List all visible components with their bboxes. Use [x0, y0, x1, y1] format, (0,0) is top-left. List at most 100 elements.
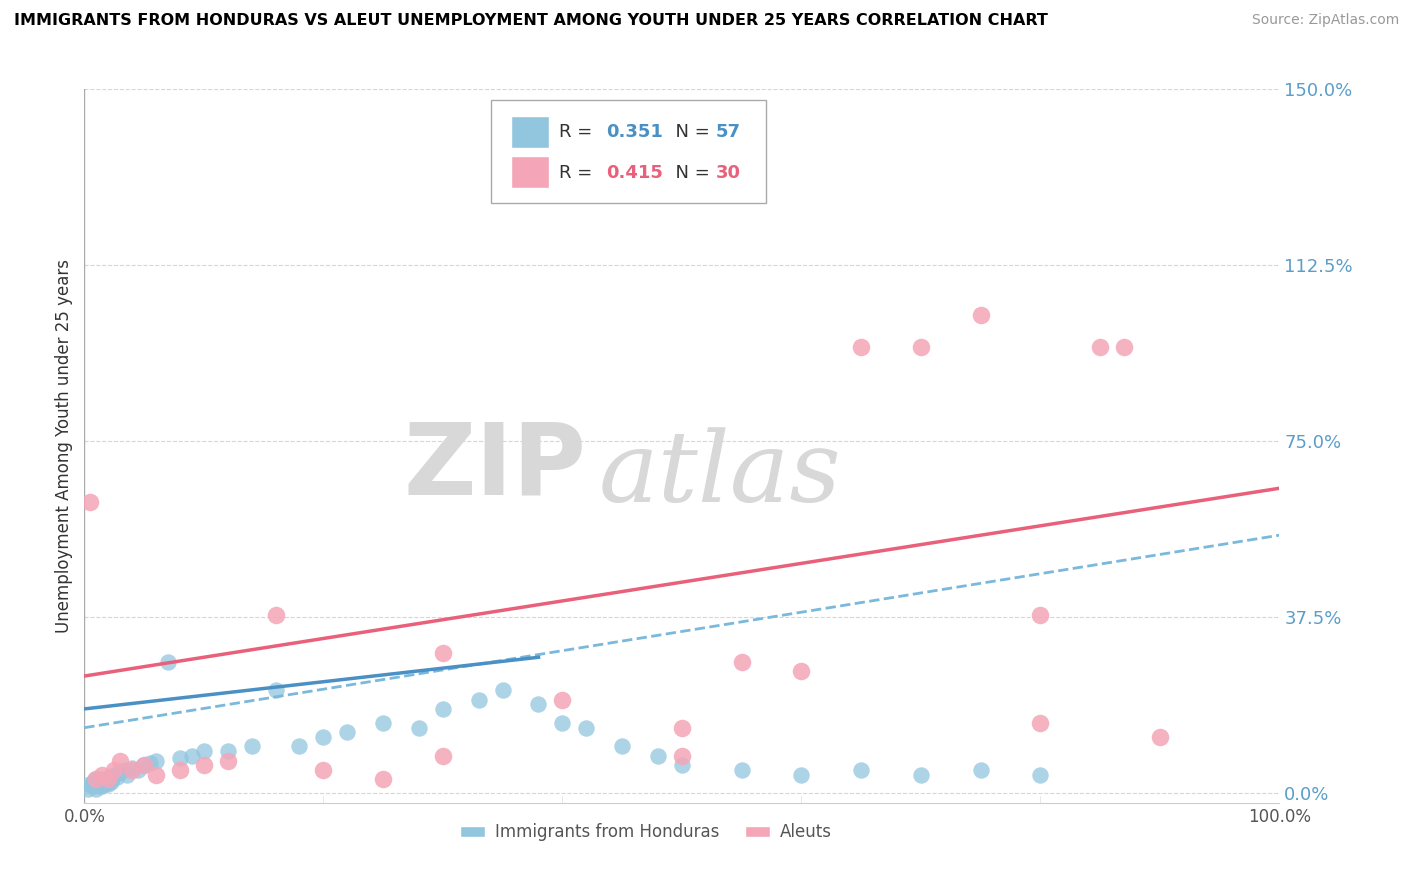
Point: [1029, 767, 1052, 781]
Text: ZIP: ZIP: [404, 419, 586, 516]
Text: 0.415: 0.415: [606, 164, 664, 182]
Point: [86, 777, 108, 791]
Point: [169, 751, 191, 765]
Point: [84, 772, 107, 787]
Point: [790, 767, 813, 781]
Point: [671, 748, 693, 763]
FancyBboxPatch shape: [491, 100, 766, 203]
Point: [132, 758, 156, 772]
Point: [83, 777, 105, 791]
Text: 57: 57: [716, 123, 741, 141]
Point: [647, 748, 669, 763]
Point: [101, 772, 124, 787]
Point: [112, 763, 135, 777]
Point: [98, 770, 121, 784]
Point: [288, 739, 311, 754]
Text: 30: 30: [716, 164, 741, 182]
Bar: [510, 156, 550, 188]
Text: R =: R =: [558, 123, 598, 141]
Point: [169, 763, 191, 777]
Text: N =: N =: [664, 123, 716, 141]
Point: [157, 655, 180, 669]
Point: [87, 780, 110, 794]
Point: [181, 748, 204, 763]
Point: [240, 739, 263, 754]
Point: [89, 774, 111, 789]
Point: [193, 758, 215, 772]
Point: [103, 763, 125, 777]
Legend: Immigrants from Honduras, Aleuts: Immigrants from Honduras, Aleuts: [454, 817, 838, 848]
Point: [731, 655, 754, 669]
Point: [910, 340, 932, 354]
Text: 0.351: 0.351: [606, 123, 664, 141]
Point: [145, 767, 167, 781]
Point: [110, 754, 132, 768]
Point: [117, 767, 139, 781]
Text: Source: ZipAtlas.com: Source: ZipAtlas.com: [1251, 13, 1399, 28]
Point: [373, 716, 395, 731]
Point: [93, 777, 115, 791]
Point: [671, 758, 693, 772]
Point: [217, 754, 239, 768]
Point: [94, 772, 117, 787]
Text: IMMIGRANTS FROM HONDURAS VS ALEUT UNEMPLOYMENT AMONG YOUTH UNDER 25 YEARS CORREL: IMMIGRANTS FROM HONDURAS VS ALEUT UNEMPL…: [14, 13, 1047, 29]
Point: [127, 763, 149, 777]
Text: atlas: atlas: [599, 427, 841, 522]
Point: [312, 763, 335, 777]
Point: [132, 758, 156, 772]
Point: [105, 770, 128, 784]
Point: [731, 763, 754, 777]
Point: [91, 780, 114, 794]
Point: [79, 777, 101, 791]
Point: [96, 774, 118, 789]
Point: [468, 692, 491, 706]
Point: [103, 767, 125, 781]
Point: [193, 744, 215, 758]
Point: [79, 495, 101, 509]
Point: [91, 767, 114, 781]
Point: [80, 780, 103, 794]
Point: [86, 781, 108, 796]
Point: [910, 767, 932, 781]
Text: R =: R =: [558, 164, 598, 182]
Point: [527, 697, 550, 711]
Point: [93, 774, 115, 789]
Point: [432, 702, 454, 716]
Text: N =: N =: [664, 164, 716, 182]
Bar: [510, 116, 550, 148]
Point: [408, 721, 430, 735]
Point: [575, 721, 598, 735]
Point: [551, 692, 574, 706]
Point: [121, 761, 143, 775]
Point: [264, 607, 287, 622]
Point: [970, 308, 993, 322]
Point: [432, 748, 454, 763]
Point: [551, 716, 574, 731]
Point: [790, 665, 813, 679]
Point: [373, 772, 395, 787]
Point: [264, 683, 287, 698]
Point: [492, 683, 515, 698]
Point: [77, 781, 100, 796]
Point: [139, 756, 162, 770]
Point: [86, 772, 108, 787]
Point: [110, 765, 132, 780]
Point: [145, 754, 167, 768]
Point: [671, 721, 693, 735]
Point: [121, 763, 143, 777]
Point: [851, 763, 873, 777]
Point: [217, 744, 239, 758]
Point: [312, 730, 335, 744]
Point: [970, 763, 993, 777]
Point: [1090, 340, 1112, 354]
Point: [612, 739, 634, 754]
Point: [432, 646, 454, 660]
Point: [82, 774, 104, 789]
Point: [97, 777, 120, 791]
Point: [100, 774, 122, 789]
Point: [851, 340, 873, 354]
Point: [1149, 730, 1171, 744]
Point: [336, 725, 359, 739]
Point: [97, 772, 120, 787]
Point: [1029, 716, 1052, 731]
